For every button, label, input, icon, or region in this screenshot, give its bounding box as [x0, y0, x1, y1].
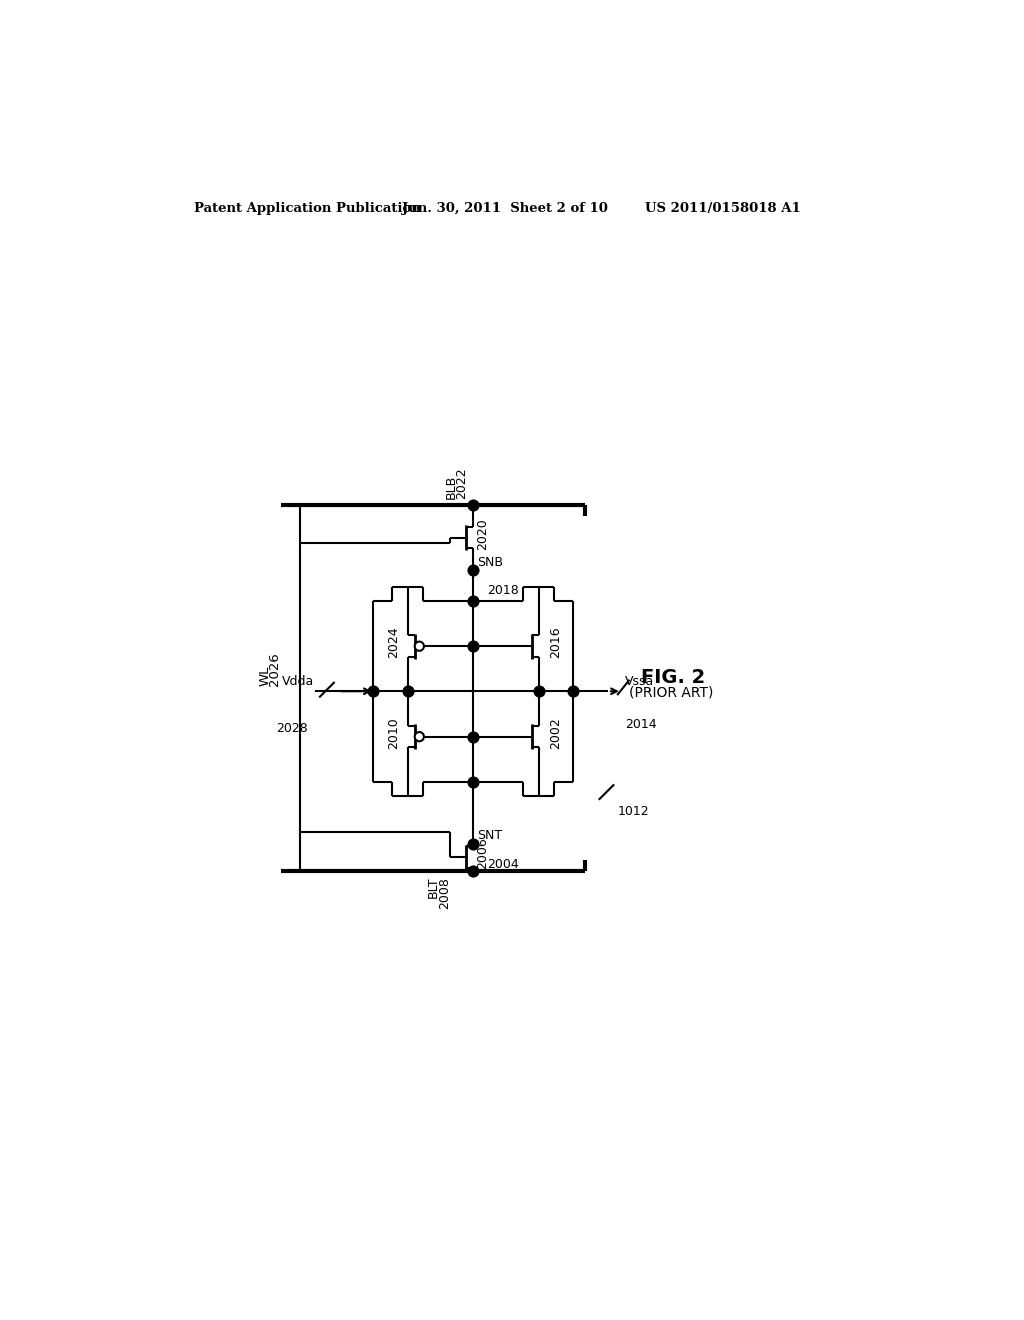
Point	[399, 681, 416, 702]
Text: Patent Application Publication: Patent Application Publication	[195, 202, 421, 215]
Point	[465, 636, 481, 657]
Text: BLT: BLT	[427, 876, 440, 899]
Text: FIG. 2: FIG. 2	[641, 668, 706, 688]
Text: 2020: 2020	[476, 517, 489, 549]
Text: Vdda: Vdda	[282, 675, 313, 688]
Point	[465, 861, 481, 882]
Text: Vssa: Vssa	[625, 675, 654, 688]
Text: 2014: 2014	[625, 718, 656, 731]
Point	[465, 833, 481, 854]
Point	[465, 495, 481, 516]
Text: 2022: 2022	[456, 467, 469, 499]
Text: 2004: 2004	[487, 858, 519, 871]
Text: US 2011/0158018 A1: US 2011/0158018 A1	[645, 202, 801, 215]
Circle shape	[415, 733, 424, 742]
Text: BLB: BLB	[444, 474, 458, 499]
Text: 2002: 2002	[549, 717, 562, 748]
Text: 2024: 2024	[387, 627, 400, 659]
Text: 1012: 1012	[617, 805, 649, 818]
Text: 2016: 2016	[549, 627, 562, 659]
Point	[465, 590, 481, 611]
Point	[565, 681, 582, 702]
Point	[465, 771, 481, 792]
Text: SNB: SNB	[477, 556, 503, 569]
Point	[365, 681, 381, 702]
Text: 2010: 2010	[387, 717, 400, 748]
Text: 2006: 2006	[476, 837, 489, 869]
Point	[465, 560, 481, 581]
Text: 2026: 2026	[268, 652, 282, 686]
Text: 2018: 2018	[487, 585, 519, 597]
Circle shape	[415, 642, 424, 651]
Point	[530, 681, 547, 702]
Text: 2028: 2028	[275, 722, 307, 735]
Text: SNT: SNT	[477, 829, 502, 842]
Text: Jun. 30, 2011  Sheet 2 of 10: Jun. 30, 2011 Sheet 2 of 10	[402, 202, 608, 215]
Point	[465, 726, 481, 747]
Text: WL: WL	[258, 665, 271, 686]
Text: (PRIOR ART): (PRIOR ART)	[629, 686, 713, 700]
Text: 2008: 2008	[438, 876, 451, 908]
